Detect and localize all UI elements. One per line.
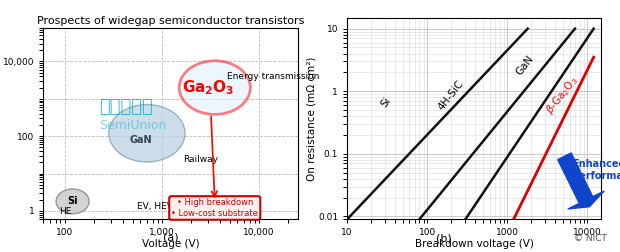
Text: Enhanced
performance: Enhanced performance: [572, 159, 620, 181]
Text: © NICT: © NICT: [574, 234, 606, 243]
Text: HE: HE: [59, 207, 71, 216]
Text: Energy transmission: Energy transmission: [227, 72, 319, 81]
Text: Si: Si: [68, 196, 78, 206]
Ellipse shape: [56, 189, 89, 214]
Text: SemiUnion: SemiUnion: [99, 119, 167, 132]
Text: GaN: GaN: [129, 135, 152, 145]
Text: Si: Si: [379, 96, 393, 109]
Y-axis label: On resistance (mΩ cm²): On resistance (mΩ cm²): [307, 56, 317, 181]
Text: 4H-SiC: 4H-SiC: [436, 78, 466, 112]
Text: $\mathbf{Ga_2O_3}$: $\mathbf{Ga_2O_3}$: [182, 78, 234, 97]
Text: • High breakdown
• Low-cost substrate: • High breakdown • Low-cost substrate: [171, 198, 258, 218]
Text: $\beta$-Ga$_2$O$_3$: $\beta$-Ga$_2$O$_3$: [543, 74, 582, 117]
Text: (b): (b): [436, 233, 452, 243]
Text: EV, HEV: EV, HEV: [137, 202, 172, 211]
Title: Prospects of widegap semiconductor transistors: Prospects of widegap semiconductor trans…: [37, 16, 304, 25]
Text: Railway: Railway: [183, 155, 218, 164]
X-axis label: Voltage (V): Voltage (V): [142, 239, 199, 249]
Text: 半导体联盟: 半导体联盟: [99, 98, 153, 116]
Text: (a): (a): [162, 232, 179, 242]
X-axis label: Breakdown voltage (V): Breakdown voltage (V): [415, 239, 534, 249]
Ellipse shape: [108, 105, 185, 162]
Text: GaN: GaN: [513, 54, 535, 77]
Ellipse shape: [179, 61, 250, 114]
